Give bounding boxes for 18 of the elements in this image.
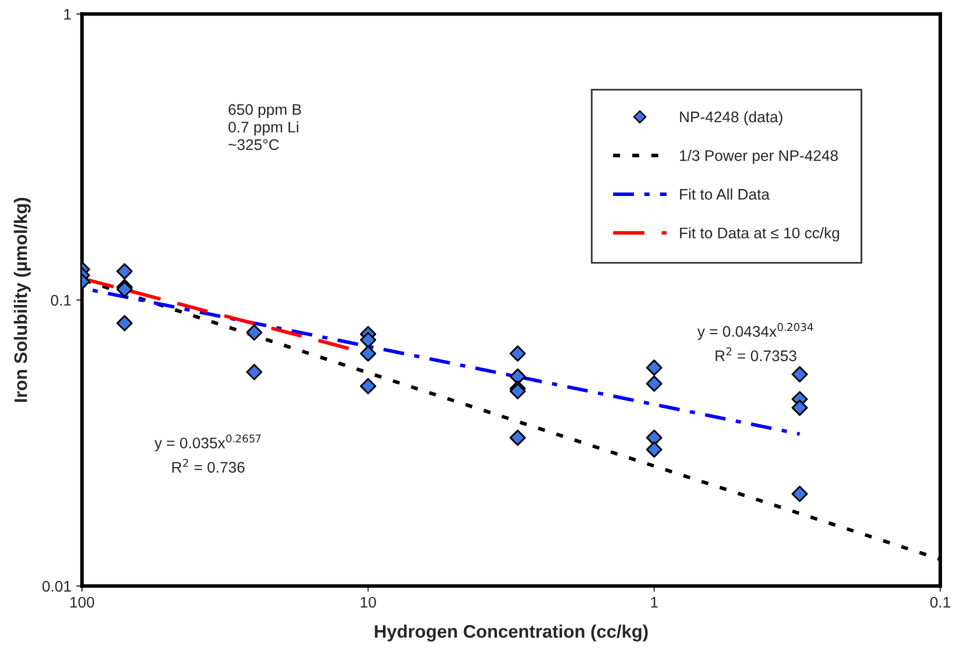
x-tick-label: 100 [70, 596, 94, 608]
y-tick-label: 0.01 [42, 580, 71, 592]
y-axis-title: Iron Solubility (µmol/kg) [14, 198, 31, 402]
annotation: 650 ppm B 0.7 ppm Li ~325°C [228, 104, 301, 150]
annotation: y = 0.035x$^{0.2657}$ [154, 434, 261, 452]
y-tick-label: 0.1 [50, 294, 71, 306]
legend-label: Fit to Data at ≤ 10 cc/kg [680, 227, 840, 242]
annotation: R$^{2}$ = 0.7353 [716, 347, 796, 362]
x-axis-title: Hydrogen Concentration (cc/kg) [374, 624, 648, 642]
legend-label: NP-4248 (data) [680, 111, 782, 126]
y-tick-label: 1 [64, 9, 71, 20]
x-tick-label: 10 [360, 596, 376, 608]
annotation: y = 0.0434x$^{0.2034}$ [697, 322, 814, 340]
x-tick-label: 0.1 [930, 596, 950, 608]
annotation: R$^{2}$ = 0.736 [172, 458, 244, 473]
legend-label: Fit to All Data [680, 188, 770, 200]
legend-label: 1/3 Power per NP-4248 [680, 150, 838, 164]
x-tick-label: 1 [651, 597, 658, 608]
